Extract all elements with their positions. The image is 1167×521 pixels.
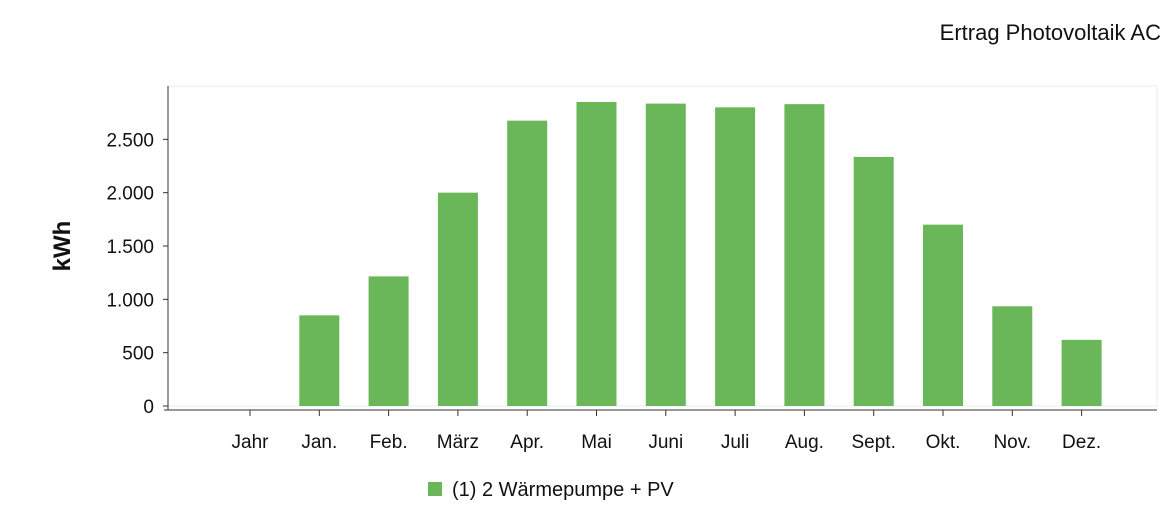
y-tick-label: 1.000 xyxy=(106,290,154,311)
x-tick-label: Aug. xyxy=(785,432,824,453)
x-tick-label: Juli xyxy=(721,432,750,453)
x-tick-label: Okt. xyxy=(926,432,961,453)
bar xyxy=(853,156,894,406)
y-tick-label: 500 xyxy=(122,344,154,365)
x-tick-label: Feb. xyxy=(370,432,408,453)
x-tick-label: Apr. xyxy=(510,432,544,453)
x-tick-label: Jahr xyxy=(232,432,270,453)
bar xyxy=(576,102,617,406)
x-tick-label: Nov. xyxy=(993,432,1031,453)
y-tick-label: 0 xyxy=(143,397,154,418)
bar xyxy=(368,276,409,406)
plot-area: 0 500 1.000 1.500 2.000 2.500 kWh Jahr Jan. Feb. M… xyxy=(49,85,1158,501)
x-tick-label: Juni xyxy=(648,432,683,453)
y-tick-label: 1.500 xyxy=(106,237,154,258)
bar xyxy=(1061,339,1102,406)
bar xyxy=(715,107,756,406)
x-tick-label: Dez. xyxy=(1062,432,1101,453)
bar xyxy=(507,120,548,407)
bar xyxy=(299,315,340,406)
legend-label: (1) 2 Wärmepumpe + PV xyxy=(452,479,674,501)
x-tick-label: Mai xyxy=(581,432,612,453)
bar xyxy=(437,192,478,406)
legend-swatch xyxy=(428,482,442,496)
x-tick-label: Sept. xyxy=(852,432,896,453)
bar xyxy=(992,306,1033,406)
x-tick-label: Jan. xyxy=(301,432,337,453)
y-tick-label: 2.000 xyxy=(106,184,154,205)
bar xyxy=(784,104,825,406)
chart-title: Ertrag Photovoltaik AC xyxy=(939,20,1161,45)
x-tick-label: März xyxy=(437,432,479,453)
bar xyxy=(923,224,963,406)
bar xyxy=(645,103,686,406)
y-tick-label: 2.500 xyxy=(106,130,154,151)
y-axis-label: kWh xyxy=(49,221,76,272)
